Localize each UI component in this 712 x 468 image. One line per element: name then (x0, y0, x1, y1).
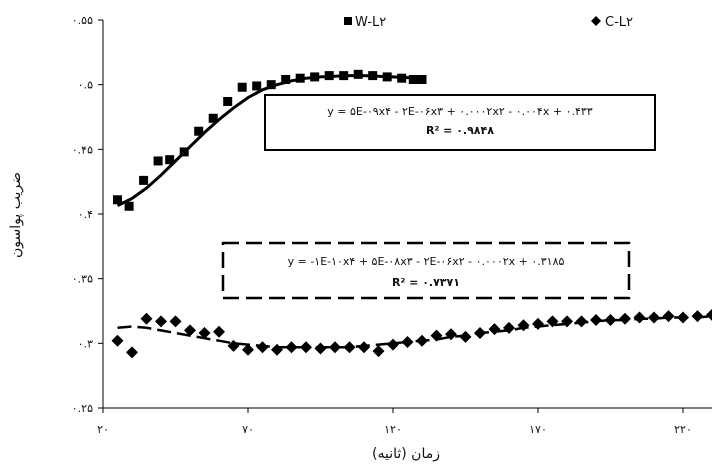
data-point-c-l2 (358, 341, 370, 354)
y-tick-label: ۰.۳ (78, 337, 93, 350)
data-point-c-l2 (633, 311, 646, 324)
data-point-c-l2 (546, 315, 559, 328)
data-point-w-l2 (165, 155, 175, 165)
data-point-c-l2 (662, 310, 675, 323)
trendline-equation-box-w-l2: y = ۵E-۰۹x۴ - ۲E-۰۶x۳ + ۰.۰۰۰۲x۲ - ۰.۰۰۴… (264, 94, 656, 151)
data-point-w-l2 (113, 195, 122, 205)
y-axis-title: ضریب پواسون (8, 172, 24, 258)
data-point-w-l2 (417, 74, 427, 84)
data-point-c-l2 (590, 314, 602, 327)
data-point-w-l2 (339, 71, 349, 81)
equation-box-frame-dashed (221, 241, 631, 300)
data-point-c-l2 (445, 328, 457, 341)
data-point-c-l2 (198, 326, 211, 339)
data-point-w-l2 (368, 71, 378, 81)
data-point-w-l2 (266, 80, 276, 90)
data-point-c-l2 (459, 330, 472, 343)
x-axis-title: زمان (ثانیه) (372, 446, 440, 462)
equation-c-l2: y = -۱E-۱۰x۴ + ۵E-۰۸x۳ - ۲E-۰۶x۲ - ۰.۰۰۰… (288, 255, 565, 268)
data-point-c-l2 (227, 339, 240, 352)
data-point-c-l2 (430, 329, 443, 342)
x-tick-label: ۱۷۰ (529, 423, 547, 436)
trendline-equation-box-c-l2: y = -۱E-۱۰x۴ + ۵E-۰۸x۳ - ۲E-۰۶x۲ - ۰.۰۰۰… (221, 241, 631, 300)
data-point-c-l2 (561, 315, 573, 328)
data-point-w-l2 (324, 71, 334, 81)
data-point-c-l2 (314, 342, 327, 355)
data-point-c-l2 (619, 312, 631, 325)
data-point-c-l2 (140, 312, 153, 325)
data-point-c-l2 (242, 343, 254, 356)
x-tick-label: ۱۲۰ (384, 423, 402, 436)
x-tick-label: ۲۲۰ (674, 423, 692, 436)
data-point-c-l2 (285, 341, 298, 354)
data-point-c-l2 (155, 315, 167, 328)
trendline-c-l2 (117, 314, 712, 349)
data-point-c-l2 (575, 315, 588, 328)
y-tick-label: ۰.۵۵ (72, 14, 93, 27)
data-point-c-l2 (401, 336, 414, 349)
legend-label-w-l2: W-L۲ (355, 15, 386, 30)
data-point-c-l2 (329, 341, 341, 354)
data-point-w-l2 (397, 73, 407, 83)
r-squared-c-l2: R² = ۰.۷۳۷۱ (392, 276, 460, 289)
data-point-c-l2 (169, 315, 182, 328)
r-squared-w-l2: R² = ۰.۹۸۴۸ (426, 124, 494, 137)
data-point-c-l2 (677, 311, 689, 324)
data-point-c-l2 (517, 319, 530, 332)
data-point-w-l2 (153, 156, 163, 166)
data-point-c-l2 (271, 343, 283, 356)
legend: W-L۲ C-L۲ (344, 15, 633, 30)
data-point-w-l2 (139, 175, 149, 185)
data-point-c-l2 (416, 334, 428, 347)
y-tick-label: ۰.۴ (78, 208, 93, 221)
data-point-w-l2 (353, 69, 363, 79)
equation-w-l2: y = ۵E-۰۹x۴ - ۲E-۰۶x۳ + ۰.۰۰۰۲x۲ - ۰.۰۰۴… (327, 105, 593, 118)
legend-label-c-l2: C-L۲ (605, 15, 633, 30)
data-point-c-l2 (532, 317, 544, 330)
y-tick-label: ۰.۵ (78, 79, 93, 92)
data-point-c-l2 (387, 338, 399, 351)
data-point-w-l2 (223, 96, 233, 106)
data-point-c-l2 (503, 321, 515, 334)
data-point-w-l2 (295, 73, 305, 83)
data-point-c-l2 (126, 346, 138, 359)
legend-marker-square (344, 17, 352, 25)
data-point-c-l2 (372, 345, 385, 358)
data-point-c-l2 (184, 324, 196, 337)
data-point-w-l2 (252, 81, 262, 91)
data-point-w-l2 (194, 126, 204, 136)
data-point-w-l2 (208, 113, 218, 123)
data-point-w-l2 (382, 72, 392, 82)
data-point-c-l2 (300, 341, 312, 354)
data-point-c-l2 (604, 314, 617, 327)
legend-marker-diamond (591, 16, 601, 26)
data-point-c-l2 (256, 341, 269, 354)
data-point-c-l2 (691, 310, 704, 323)
data-point-w-l2 (237, 82, 247, 92)
data-point-c-l2 (706, 308, 712, 321)
x-tick-label: ۲۰ (97, 423, 109, 436)
data-point-w-l2 (124, 201, 134, 211)
data-point-w-l2 (408, 74, 418, 84)
data-point-c-l2 (648, 311, 660, 324)
data-point-c-l2 (343, 341, 356, 354)
data-point-c-l2 (111, 334, 124, 347)
plot-area: ۰.۲۵ ۰.۳ ۰.۳۵ ۰.۴ ۰.۴۵ ۰.۵ ۰.۵۵ ۲۰ ۷۰ ۱۲۰ ۱۷۰ ۲۲۰ (72, 14, 712, 436)
equation-box-frame-solid (264, 94, 656, 151)
data-point-w-l2 (281, 74, 291, 84)
y-tick-label: ۰.۴۵ (72, 143, 93, 156)
y-tick-label: ۰.۳۵ (72, 273, 93, 286)
x-tick-label: ۷۰ (242, 423, 254, 436)
data-point-c-l2 (488, 323, 501, 336)
data-point-c-l2 (474, 326, 486, 339)
y-tick-label: ۰.۲۵ (72, 402, 93, 415)
data-point-w-l2 (179, 147, 189, 157)
data-point-c-l2 (213, 325, 225, 338)
data-point-w-l2 (310, 72, 320, 82)
